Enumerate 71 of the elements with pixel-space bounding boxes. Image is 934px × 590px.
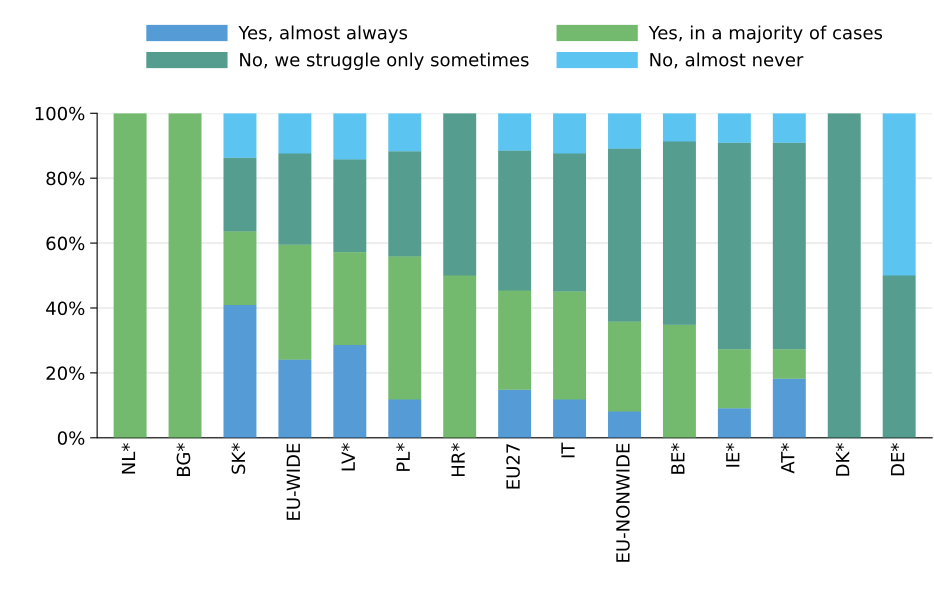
x-tick-label: SK*	[232, 443, 246, 474]
x-tick-label: NL*	[122, 443, 136, 474]
bar	[772, 378, 806, 438]
bar	[223, 231, 256, 306]
x-tick-label: BE*	[671, 443, 684, 474]
x-tick-label: EU27	[506, 444, 520, 488]
bar	[553, 113, 586, 154]
bar	[498, 113, 532, 151]
bar	[718, 113, 751, 143]
bar	[662, 142, 696, 325]
bar	[718, 408, 751, 438]
bar	[278, 113, 312, 154]
bar	[114, 113, 147, 438]
bar	[882, 276, 916, 438]
bar	[223, 305, 256, 438]
bar	[388, 399, 422, 438]
bar	[608, 113, 641, 149]
legend-label: No, we struggle only sometimes	[240, 52, 529, 70]
bar	[333, 159, 366, 252]
y-tick-label: 20%	[46, 366, 84, 380]
bar	[333, 344, 366, 438]
bar	[718, 349, 751, 408]
x-tick-label: DE*	[890, 443, 904, 476]
x-tick-label: AT*	[780, 443, 794, 474]
bar	[662, 113, 696, 142]
x-tick-label: DK*	[836, 443, 850, 476]
bar	[223, 158, 256, 232]
x-tick-label: EU-WIDE	[286, 444, 300, 520]
x-tick-label: IT	[561, 442, 575, 458]
y-tick-label: 80%	[46, 172, 84, 186]
y-tick-label: 60%	[46, 236, 84, 250]
bar	[498, 150, 532, 290]
bar	[278, 360, 312, 438]
bar	[772, 113, 806, 143]
bar	[553, 399, 586, 438]
bar	[608, 322, 641, 412]
bar	[443, 276, 476, 438]
bar	[498, 390, 532, 438]
bar	[882, 113, 916, 276]
bar	[278, 154, 312, 245]
bar	[662, 324, 696, 438]
bar	[388, 256, 422, 400]
legend-label: No, almost never	[650, 52, 804, 68]
bar	[828, 113, 861, 438]
bar	[223, 113, 256, 158]
bar	[553, 154, 586, 292]
bar	[333, 113, 366, 160]
y-tick-label: 40%	[46, 301, 84, 316]
x-tick-label: BG*	[176, 443, 190, 476]
bar	[608, 148, 641, 322]
y-tick-label: 100%	[36, 106, 84, 120]
legend-label: Yes, in a majority of cases	[648, 25, 882, 43]
bar	[388, 151, 422, 256]
x-tick-label: IE*	[726, 443, 740, 467]
bar	[772, 142, 806, 350]
bar	[498, 290, 532, 390]
bar	[553, 291, 586, 400]
bar	[443, 113, 476, 276]
legend-label: Yes, almost always	[238, 25, 408, 43]
x-tick-label: LV*	[341, 443, 355, 470]
y-tick-label: 0%	[58, 431, 84, 445]
bar	[168, 113, 202, 438]
bar	[278, 244, 312, 360]
x-tick-label: HR*	[451, 443, 465, 476]
bar	[772, 349, 806, 379]
bar	[333, 252, 366, 345]
bar	[718, 142, 751, 350]
x-tick-label: PL*	[396, 443, 410, 471]
x-tick-label: EU-NONWIDE	[616, 444, 630, 562]
bar	[608, 411, 641, 438]
bar	[388, 113, 422, 152]
